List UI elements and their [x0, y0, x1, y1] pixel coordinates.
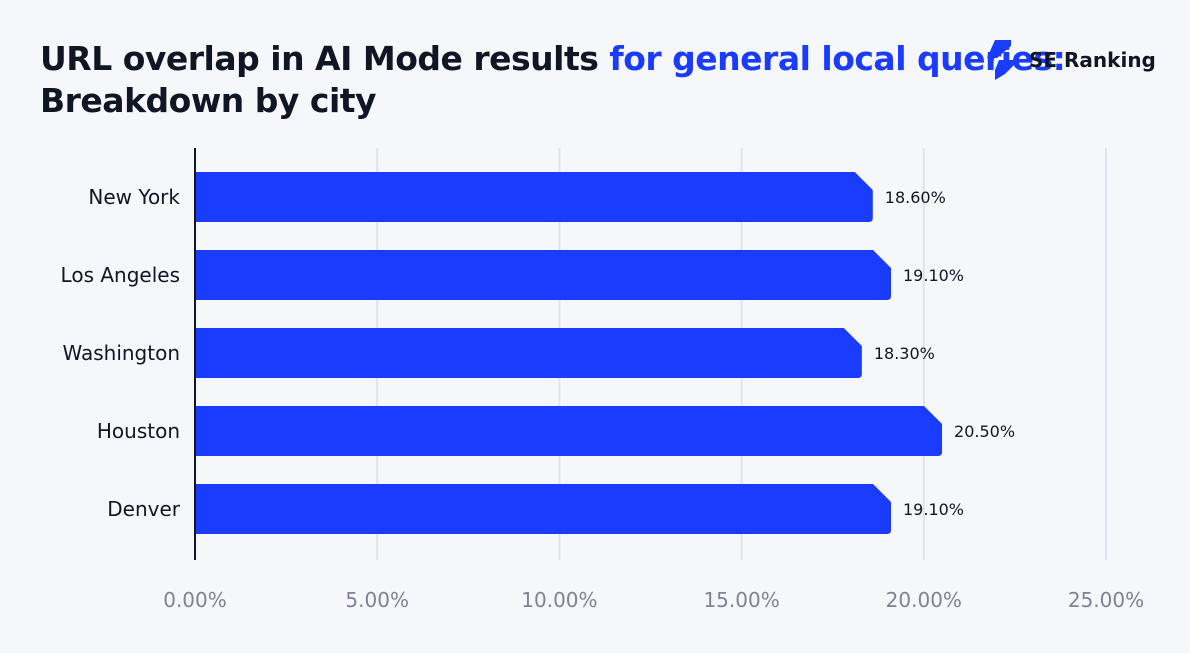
category-label: Denver [107, 497, 181, 521]
data-label: 20.50% [954, 422, 1015, 441]
bar [195, 172, 873, 222]
x-tick-label: 10.00% [521, 588, 597, 612]
category-label: New York [88, 185, 180, 209]
bar [195, 250, 892, 300]
bar [195, 484, 892, 534]
category-label: Los Angeles [61, 263, 180, 287]
x-tick-label: 0.00% [163, 588, 227, 612]
se-ranking-logo: SE Ranking [985, 40, 1156, 80]
data-label: 19.10% [903, 500, 964, 519]
data-label: 19.10% [903, 266, 964, 285]
x-tick-label: 15.00% [703, 588, 779, 612]
title-part1: URL overlap in AI Mode results [40, 39, 610, 78]
bar [195, 406, 943, 456]
logo-icon [987, 40, 1019, 80]
title-part3: Breakdown by city [40, 81, 377, 120]
x-tick-label: 5.00% [345, 588, 409, 612]
category-label: Washington [62, 341, 180, 365]
data-label: 18.60% [885, 188, 946, 207]
bar [195, 328, 862, 378]
logo-text: SE Ranking [1029, 48, 1156, 72]
x-tick-label: 25.00% [1068, 588, 1144, 612]
category-label: Houston [97, 419, 180, 443]
x-tick-label: 20.00% [886, 588, 962, 612]
title-highlight: for general local queries: [609, 39, 1066, 78]
chart-title: URL overlap in AI Mode results for gener… [40, 38, 1066, 122]
data-label: 18.30% [874, 344, 935, 363]
